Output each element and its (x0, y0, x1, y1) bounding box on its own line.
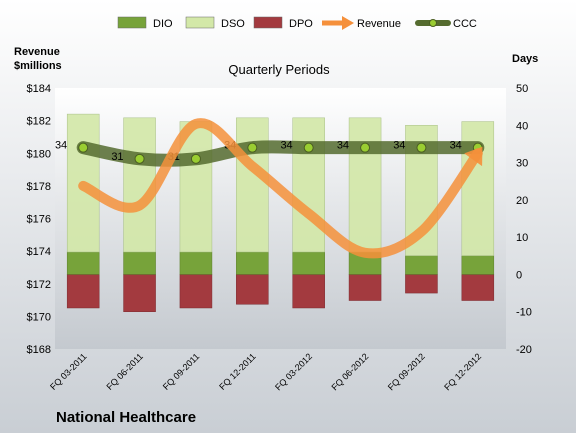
right-axis-label: Days (512, 53, 538, 65)
ccc-point (78, 142, 89, 153)
left-tick-label: $176 (27, 214, 51, 226)
ccc-point (247, 142, 258, 153)
bar-dpo (292, 274, 325, 309)
ccc-data-label: 34 (450, 140, 462, 152)
bar-dio (123, 251, 156, 275)
bar-dso (292, 117, 325, 253)
legend: DIO DSO DPO Revenue CCC (117, 16, 477, 30)
legend-label-dso: DSO (221, 18, 245, 30)
left-tick-label: $172 (27, 279, 51, 291)
right-tick-label: 20 (516, 195, 528, 207)
bar-dpo (123, 274, 156, 312)
legend-swatch-dpo (253, 16, 283, 29)
bar-dpo (66, 274, 100, 309)
bar-dio (236, 251, 269, 275)
legend-arrowhead-revenue (342, 16, 354, 30)
ccc-point (360, 142, 371, 153)
left-tick-label: $184 (27, 83, 51, 95)
bar-dio (461, 255, 495, 275)
bar-dpo (236, 274, 269, 305)
bar-dio (405, 255, 438, 275)
ccc-point (303, 142, 314, 153)
right-tick-label: 30 (516, 158, 528, 170)
legend-label-ccc: CCC (453, 18, 477, 30)
right-tick-label: 10 (516, 232, 528, 244)
ccc-data-label: 34 (337, 140, 349, 152)
left-tick-label: $168 (27, 344, 51, 356)
legend-swatch-dio (117, 16, 147, 29)
right-tick-label: 0 (516, 269, 522, 281)
legend-label-dio: DIO (153, 18, 173, 30)
ccc-point (134, 153, 145, 164)
revenue-arrowhead (464, 146, 483, 167)
ccc-data-label: 34 (393, 140, 405, 152)
right-tick-label: 40 (516, 120, 528, 132)
left-axis-label-line1: Revenue (14, 46, 60, 58)
legend-swatch-dso (185, 16, 215, 29)
bar-dpo (179, 274, 213, 309)
right-tick-label: 50 (516, 83, 528, 95)
bar-dpo (348, 274, 382, 301)
legend-label-revenue: Revenue (357, 18, 401, 30)
left-tick-label: $170 (27, 311, 51, 323)
legend-marker-ccc (429, 19, 437, 27)
revenue-line (78, 118, 483, 259)
left-tick-label: $182 (27, 116, 51, 128)
bar-dso (123, 117, 156, 253)
bar-dso (179, 121, 213, 253)
bar-dio (66, 251, 100, 275)
bar-dio (179, 251, 213, 275)
bar-dso (348, 117, 382, 253)
chart-title: Quarterly Periods (228, 62, 330, 77)
left-tick-label: $174 (27, 246, 51, 258)
bar-dpo (405, 274, 438, 294)
company-name: National Healthcare (56, 409, 196, 426)
left-axis-label-line2: $millions (14, 60, 62, 72)
ccc-data-label: 34 (55, 140, 67, 152)
right-tick-label: -10 (516, 307, 532, 319)
bar-dso (236, 117, 269, 253)
right-tick-label: -20 (516, 344, 532, 356)
bar-dio (292, 251, 325, 275)
left-tick-label: $178 (27, 181, 51, 193)
bar-dpo (461, 274, 495, 301)
left-tick-label: $180 (27, 148, 51, 160)
ccc-point (416, 142, 427, 153)
legend-label-dpo: DPO (289, 18, 313, 30)
ccc-point (190, 153, 201, 164)
ccc-data-label: 31 (111, 151, 123, 163)
ccc-data-label: 34 (280, 140, 292, 152)
